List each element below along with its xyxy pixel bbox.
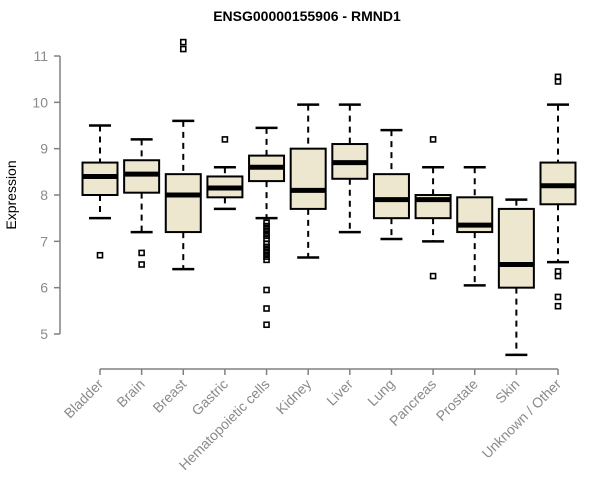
box-group-gastric bbox=[206, 136, 244, 211]
box-group-lung bbox=[372, 128, 410, 241]
outlier-unknown-other-4 bbox=[554, 293, 562, 301]
x-tick-label-brain: Brain bbox=[113, 376, 147, 410]
box-group-unknown-other bbox=[539, 73, 577, 310]
x-tick-label-unknown-other: Unknown / Other bbox=[479, 376, 565, 462]
outlier-brain-1 bbox=[138, 261, 145, 268]
outlier-gastric-0 bbox=[221, 136, 229, 143]
outlier-bladder-0 bbox=[96, 251, 104, 259]
box-kidney bbox=[289, 147, 327, 210]
chart-title: ENSG00000155906 - RMND1 bbox=[213, 8, 401, 24]
x-tick-label-skin: Skin bbox=[492, 376, 523, 407]
x-tick-label-kidney: Kidney bbox=[273, 376, 315, 418]
box-group-liver bbox=[331, 103, 369, 234]
box-group-bladder bbox=[81, 124, 119, 259]
y-tick-label-10: 10 bbox=[32, 94, 48, 110]
outlier-unknown-other-5 bbox=[554, 302, 562, 310]
outlier-hematopoietic-cells-14 bbox=[263, 321, 270, 329]
y-axis-label: Expression bbox=[3, 160, 19, 229]
y-tick-label-7: 7 bbox=[40, 233, 48, 249]
x-tick-label-bladder: Bladder bbox=[61, 376, 107, 422]
box-group-skin bbox=[497, 198, 535, 357]
y-tick-label-5: 5 bbox=[40, 326, 48, 342]
box-breast bbox=[164, 173, 202, 234]
outlier-unknown-other-3 bbox=[554, 272, 562, 280]
box-group-prostate bbox=[456, 165, 494, 287]
y-tick-label-9: 9 bbox=[40, 141, 48, 157]
outlier-hematopoietic-cells-13 bbox=[263, 305, 270, 312]
box-group-brain bbox=[123, 138, 161, 268]
outlier-breast-0 bbox=[179, 38, 187, 46]
outlier-pancreas-0 bbox=[429, 136, 437, 143]
box-group-pancreas bbox=[414, 136, 452, 280]
outlier-hematopoietic-cells-12 bbox=[263, 286, 270, 294]
box-lung bbox=[372, 173, 410, 220]
box-group-kidney bbox=[289, 103, 327, 259]
y-tick-label-8: 8 bbox=[40, 187, 48, 203]
x-tick-label-breast: Breast bbox=[149, 376, 189, 416]
outlier-brain-0 bbox=[138, 249, 145, 257]
outlier-unknown-other-1 bbox=[554, 78, 562, 85]
boxes bbox=[81, 38, 577, 357]
x-tick-label-prostate: Prostate bbox=[433, 376, 481, 424]
box-skin bbox=[497, 207, 535, 289]
outlier-hematopoietic-cells-11 bbox=[263, 256, 270, 264]
outlier-breast-1 bbox=[179, 45, 187, 53]
y-tick-label-6: 6 bbox=[40, 280, 48, 296]
box-group-breast bbox=[164, 38, 202, 271]
y-tick-label-11: 11 bbox=[33, 48, 48, 64]
box-group-hematopoietic-cells bbox=[248, 126, 286, 329]
x-tick-label-liver: Liver bbox=[323, 376, 356, 409]
x-tick-label-lung: Lung bbox=[364, 376, 397, 409]
outlier-pancreas-1 bbox=[429, 272, 437, 280]
